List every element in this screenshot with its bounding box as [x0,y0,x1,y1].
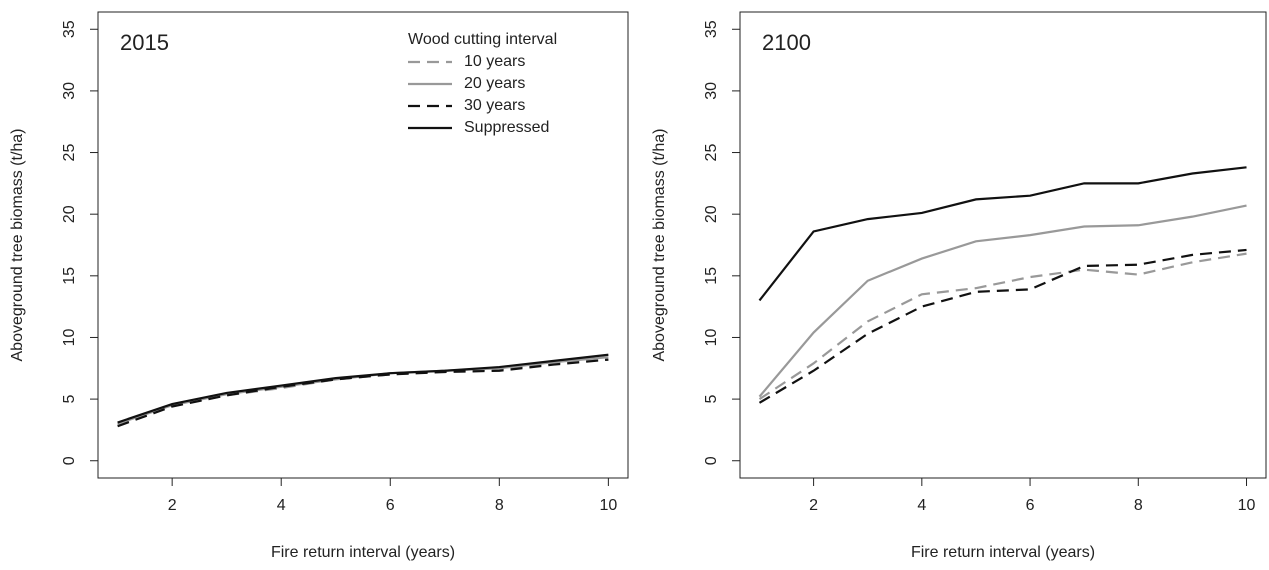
y-axis-label: Aboveground tree biomass (t/ha) [651,128,668,361]
legend-label: Suppressed [464,119,549,136]
y-tick-label: 0 [703,456,720,465]
x-axis-label: Fire return interval (years) [911,544,1095,561]
plot-frame [739,11,1267,479]
x-tick-label: 6 [386,497,395,514]
x-tick-label: 8 [495,497,504,514]
x-tick-label: 2 [809,497,818,514]
y-axis-label: Aboveground tree biomass (t/ha) [9,128,26,361]
series-line [117,358,609,428]
y-tick-label: 20 [703,205,720,223]
y-tick-label: 30 [703,82,720,100]
y-tick-label: 5 [61,395,78,404]
x-tick-label: 6 [1026,497,1035,514]
series-line [758,252,1247,401]
y-tick-label: 10 [703,328,720,346]
x-tick-label: 8 [1134,497,1143,514]
y-tick-label: 25 [703,144,720,162]
y-tick-label: 35 [61,20,78,38]
series-line [117,358,609,427]
legend-label: 10 years [464,53,525,70]
y-tick-label: 20 [61,205,78,223]
legend-label: 20 years [464,75,525,92]
x-tick-label: 10 [599,497,617,514]
y-tick-label: 25 [61,144,78,162]
panel-title: 2015 [120,30,169,55]
series-line [758,248,1247,404]
series-line [758,166,1247,302]
y-tick-label: 0 [61,456,78,465]
y-tick-label: 35 [703,20,720,38]
y-tick-label: 5 [703,395,720,404]
panel-title: 2100 [762,30,811,55]
y-tick-label: 15 [703,267,720,285]
y-tick-label: 15 [61,267,78,285]
x-tick-label: 10 [1238,497,1256,514]
x-tick-label: 4 [277,497,286,514]
series-line [117,353,609,424]
legend-title: Wood cutting interval [408,31,557,48]
x-tick-label: 2 [168,497,177,514]
x-axis-label: Fire return interval (years) [271,544,455,561]
y-tick-label: 30 [61,82,78,100]
y-tick-label: 10 [61,328,78,346]
series-line [758,204,1247,398]
plot-frame [97,11,629,479]
x-tick-label: 4 [917,497,926,514]
legend-label: 30 years [464,97,525,114]
